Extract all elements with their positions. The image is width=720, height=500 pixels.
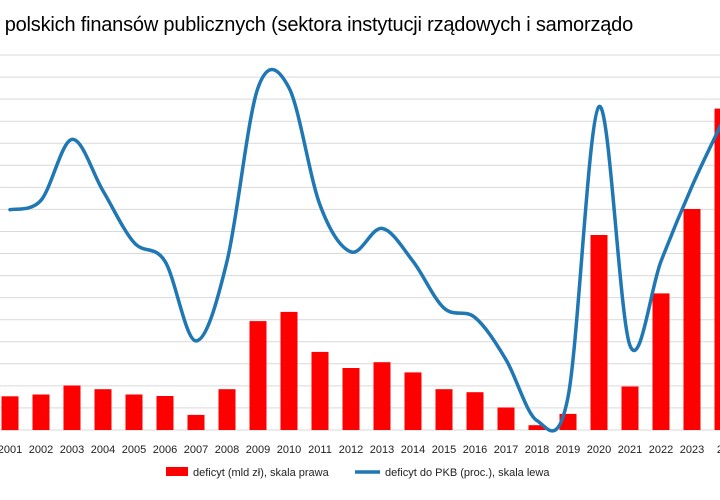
x-tick-label: 2021 [618,444,642,456]
x-tick-label: 2023 [680,444,704,456]
x-tick-label: 20 [717,444,720,456]
chart-title: t polskich finansów publicznych (sektora… [0,14,720,46]
x-tick-label: 2010 [277,444,301,456]
gridlines [0,54,720,431]
bar-2008 [218,389,236,430]
legend-label-line: deficyt do PKB (proc.), skala lewa [385,467,550,479]
x-tick-label: 2014 [401,444,425,456]
legend: deficyt (mld zł), skala prawa deficyt do… [166,467,550,479]
bar-2010 [280,311,298,430]
bar-20 [714,108,720,430]
x-tick-label: 2016 [463,444,487,456]
bar-2012 [342,368,360,430]
bar-2018 [528,425,546,430]
x-tick-label: 2005 [122,444,146,456]
x-tick-label: 2003 [60,444,84,456]
bar-2003 [63,385,81,430]
bar-2015 [435,389,453,430]
x-tick-label: 2001 [0,444,22,456]
line-series [8,67,720,433]
bar-2001 [1,396,19,431]
bar-2011 [311,351,329,430]
bar-2022 [652,293,670,430]
line-path [8,67,720,433]
bar-2021 [621,386,639,430]
x-tick-label: 2004 [91,444,115,456]
bar-2014 [404,372,422,430]
bar-2016 [466,392,484,430]
bar-2005 [125,394,143,430]
x-tick-label: 2018 [525,444,549,456]
x-tick-label: 2009 [246,444,270,456]
x-tick-label: 2011 [308,444,332,456]
x-axis-ticks: 2001 2002 2003 2004 2005 2006 2007 2008 2009 2010… [0,444,720,456]
legend-label-bar: deficyt (mld zł), skala prawa [193,467,330,479]
x-tick-label: 2020 [587,444,611,456]
bar-2006 [156,396,174,430]
x-tick-label: 2013 [370,444,394,456]
x-tick-label: 2012 [339,444,363,456]
bar-2023 [683,209,701,430]
x-tick-label: 2022 [649,444,673,456]
bar-2002 [32,394,50,430]
bar-2017 [497,407,515,430]
x-tick-label: 2006 [153,444,177,456]
bar-2007 [187,414,205,430]
bar-2009 [249,321,267,430]
bar-2004 [94,389,112,430]
x-tick-label: 2008 [215,444,239,456]
chart-title-text: t polskich finansów publicznych (sektora… [0,14,634,36]
bar-series [1,108,720,431]
bar-2013 [373,362,391,430]
x-tick-label: 2017 [494,444,518,456]
x-tick-label: 2002 [29,444,53,456]
x-tick-label: 2015 [432,444,456,456]
x-tick-label: 2007 [184,444,208,456]
x-tick-label: 2019 [556,444,580,456]
legend-swatch-bar [166,467,188,476]
bar-2020 [590,235,608,430]
